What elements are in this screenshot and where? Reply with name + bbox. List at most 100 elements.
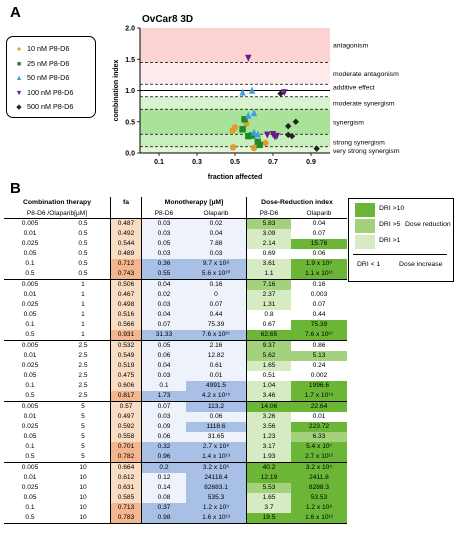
- cell-fa: 0.467: [110, 290, 142, 300]
- table-row: 0.05 0.5 0.489 0.03 0.03 0.69 0.06: [4, 249, 347, 259]
- table-row: 0.1 2.5 0.606 0.1 4991.5 1.04 1996.6: [4, 381, 347, 391]
- cell-dri-olaparib: 0.06: [312, 250, 326, 257]
- y-tick-label: 0.5: [125, 119, 135, 126]
- cell-p8d6-dose: 0.005: [21, 403, 39, 410]
- cell-dri-p8d6: 14.06: [246, 401, 291, 412]
- zone-label: very strong synergism: [333, 148, 400, 155]
- cell-olaparib-dose: 10: [56, 513, 111, 524]
- cell-dri-olaparib: 3.2 x 10⁵: [291, 462, 347, 473]
- cell-dri-olaparib: 0.44: [312, 311, 326, 318]
- cell-mono-p8d6: 0.05: [141, 239, 186, 249]
- cell-dri-olaparib: 1.7 x 10¹⁵: [291, 391, 347, 402]
- zone-label: strong synergism: [333, 139, 385, 146]
- cell-p8d6-dose: 0.025: [21, 240, 39, 247]
- cell-fa: 0.664: [110, 462, 142, 473]
- cell-p8d6-dose: 0.025: [21, 362, 39, 369]
- cell-p8d6-dose: 0.1: [25, 260, 35, 267]
- y-tick-label: 0.0: [125, 151, 135, 158]
- data-point: [245, 54, 252, 62]
- cell-mono-p8d6: 0.02: [141, 290, 186, 300]
- zone-band: [140, 134, 330, 147]
- data-point: [245, 111, 252, 119]
- triangle-down-marker-icon: ▼: [15, 87, 23, 97]
- x-tick-label: 0.1: [154, 159, 164, 166]
- cell-olaparib-dose: 0.5: [78, 240, 88, 247]
- cell-dri-olaparib: 0.16: [312, 281, 326, 288]
- panel-b-label: B: [10, 180, 21, 197]
- cell-dri-olaparib: 0.07: [312, 230, 326, 237]
- cell-mono-p8d6: 0.98: [141, 513, 186, 524]
- cell-dri-p8d6: 0.8: [246, 310, 291, 320]
- cell-dri-olaparib: 5.4 x 10⁷: [291, 442, 347, 452]
- col-dri-p8d6: P8-D6: [246, 208, 291, 219]
- zone-band: [140, 62, 330, 85]
- cell-mono-olaparib: 535.3: [186, 493, 247, 503]
- cell-dri-olaparib: 2.7 x 10¹²: [291, 452, 347, 463]
- cell-p8d6-dose: 0.05: [23, 250, 37, 257]
- cell-mono-olaparib: 5.6 x 10¹⁰: [186, 269, 247, 280]
- cell-fa: 0.492: [110, 229, 142, 239]
- cell-dri-p8d6: 3.61: [246, 259, 291, 269]
- cell-mono-olaparib: 0: [186, 290, 247, 300]
- cell-fa: 0.783: [110, 513, 142, 524]
- cell-olaparib-dose: 10: [79, 504, 87, 511]
- diamond-marker-icon: ◆: [16, 102, 22, 111]
- cell-p8d6-dose: 0.005: [21, 464, 39, 471]
- legend-label: 500 nM P8-D6: [27, 102, 74, 111]
- x-tick-label: 0.5: [230, 159, 240, 166]
- cell-olaparib-dose: 5: [81, 433, 85, 440]
- cell-fa: 0.506: [110, 279, 142, 290]
- cell-p8d6-dose: 0.5: [4, 391, 56, 402]
- data-point: [262, 139, 269, 147]
- cell-mono-p8d6: 0.03: [141, 249, 186, 259]
- cell-dri-p8d6: 2.37: [246, 290, 291, 300]
- cell-fa: 0.931: [110, 330, 142, 341]
- cell-p8d6-dose: 0.1: [25, 321, 35, 328]
- cell-mono-olaparib: 7.6 x 10²⁷: [186, 330, 247, 341]
- legend-item: ● 10 nM P8-D6: [13, 44, 70, 53]
- dri-legend-increase: Dose increase: [399, 261, 443, 268]
- table-row: 0.01 0.5 0.492 0.03 0.04 3.09 0.07: [4, 229, 347, 239]
- cell-dri-p8d6: 19.5: [246, 513, 291, 524]
- dri-legend-lt1: DRI < 1: [357, 261, 381, 268]
- triangle-marker-icon: ▲: [15, 73, 23, 82]
- x-tick-label: 0.3: [192, 159, 202, 166]
- table-row: 0.1 5 0.701 0.32 2.7 x 10⁸ 3.17 5.4 x 10⁷: [4, 442, 347, 452]
- cell-mono-p8d6: 0.04: [141, 361, 186, 371]
- cell-dri-p8d6: 1.1: [246, 269, 291, 280]
- cell-mono-p8d6: 0.06: [141, 432, 186, 442]
- cell-p8d6-dose: 0.5: [4, 330, 56, 341]
- cell-mono-p8d6: 0.04: [141, 310, 186, 320]
- table-row: 0.05 2.5 0.475 0.03 0.01 0.51 0.002: [4, 371, 347, 381]
- cell-mono-olaparib: 1.2 x 10⁹: [186, 503, 247, 513]
- cell-olaparib-dose: 0.5: [56, 269, 111, 280]
- cell-mono-p8d6: 0.32: [141, 442, 186, 452]
- cell-mono-p8d6: 0.03: [141, 371, 186, 381]
- cell-fa: 0.549: [110, 351, 142, 361]
- cell-p8d6-dose: 0.01: [23, 413, 37, 420]
- cell-p8d6-dose: 0.005: [21, 342, 39, 349]
- cell-fa: 0.558: [110, 432, 142, 442]
- y-tick-label: 1.5: [125, 57, 135, 64]
- table-row: 0.01 5 0.497 0.03 0.06 3.26 0.01: [4, 412, 347, 422]
- cell-olaparib-dose: 2.5: [78, 342, 88, 349]
- cell-p8d6-dose: 0.5: [4, 269, 56, 280]
- cell-olaparib-dose: 5: [56, 452, 111, 463]
- cell-dri-p8d6: 1.23: [246, 432, 291, 442]
- cell-dri-olaparib: 1.6 x 10¹²: [291, 513, 347, 524]
- table-row: 0.025 0.5 0.544 0.05 7.88 2.14 15.76: [4, 239, 347, 249]
- cell-dri-p8d6: 62.65: [246, 330, 291, 341]
- cell-mono-olaparib: 1.4 x 10¹³: [186, 452, 247, 463]
- dri-legend: DRI >10 DRI >5 Dose reduction DRI >1 DRI…: [348, 198, 454, 282]
- table-row: 0.1 0.5 0.712 0.36 9.7 x 10⁸ 3.61 1.9 x 10⁹: [4, 259, 347, 269]
- cell-mono-p8d6: 0.09: [141, 422, 186, 432]
- cell-mono-olaparib: 1118.6: [186, 422, 247, 432]
- cell-dri-p8d6: 5.62: [246, 351, 291, 361]
- legend-label: 10 nM P8-D6: [27, 44, 70, 53]
- cell-mono-olaparib: 3.2 x 10⁶: [186, 462, 247, 473]
- cell-dri-p8d6: 3.56: [246, 422, 291, 432]
- cell-p8d6-dose: 0.05: [23, 433, 37, 440]
- cell-mono-p8d6: 0.2: [141, 462, 186, 473]
- data-point: [231, 124, 239, 131]
- data-point: [313, 145, 320, 152]
